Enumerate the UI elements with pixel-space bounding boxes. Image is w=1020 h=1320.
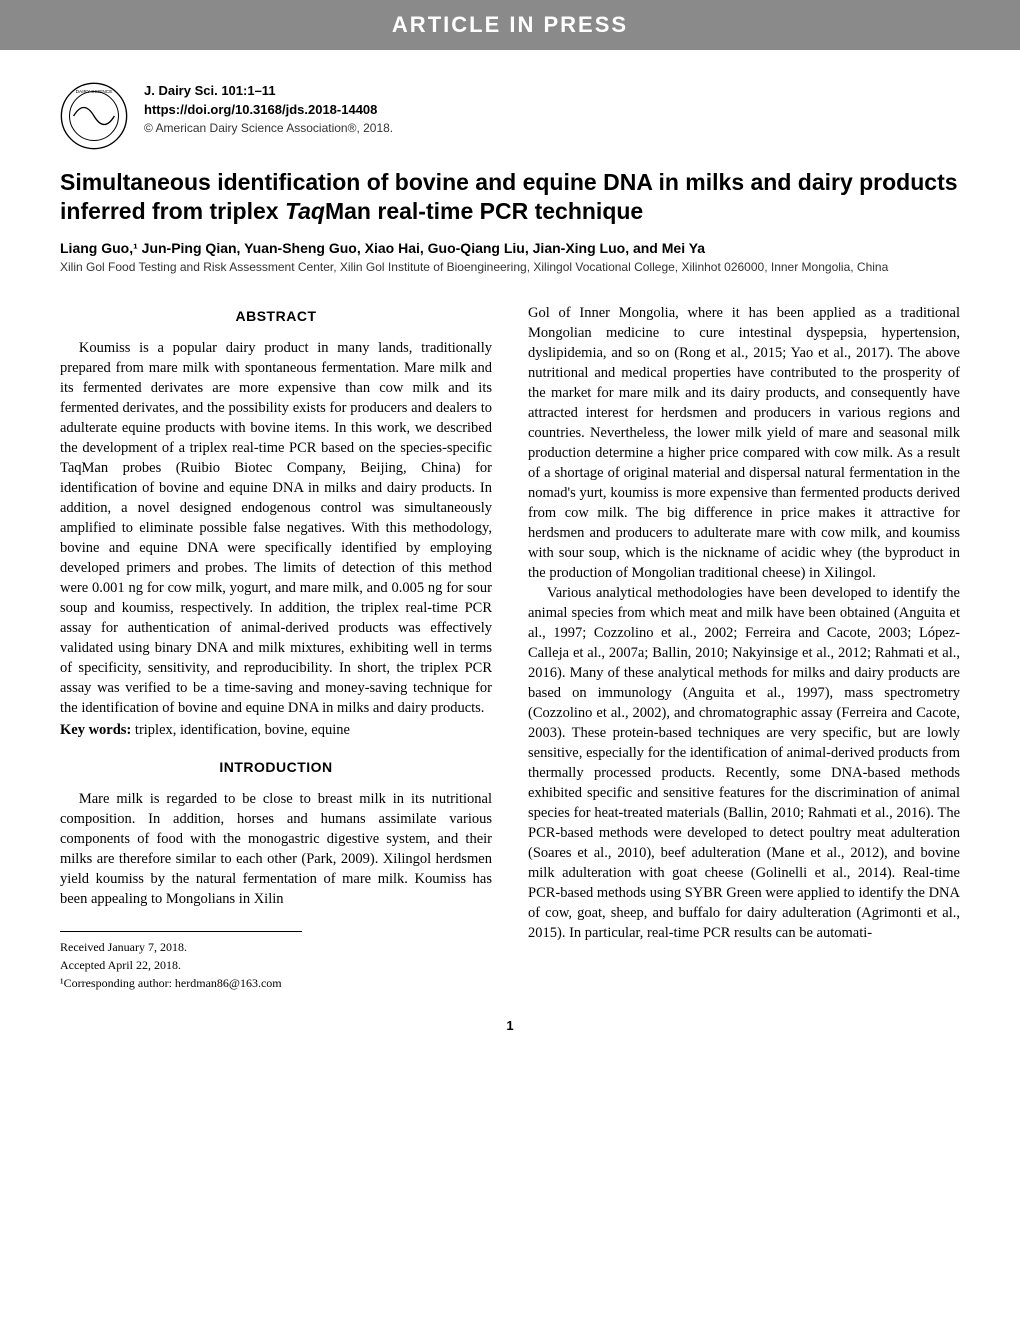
article-title: Simultaneous identification of bovine an… xyxy=(60,168,960,226)
abstract-heading: ABSTRACT xyxy=(60,307,492,326)
title-italic: Taq xyxy=(285,198,325,224)
authors-line: Liang Guo,¹ Jun-Ping Qian, Yuan-Sheng Gu… xyxy=(60,240,960,256)
page-content: DAIRY SCIENCE J. Dairy Sci. 101:1–11 htt… xyxy=(0,50,1020,1073)
footnote-accepted: Accepted April 22, 2018. xyxy=(60,956,302,974)
journal-meta: J. Dairy Sci. 101:1–11 https://doi.org/1… xyxy=(144,82,393,137)
footnote-received: Received January 7, 2018. xyxy=(60,938,302,956)
left-column: ABSTRACT Koumiss is a popular dairy prod… xyxy=(60,303,492,993)
footnotes-block: Received January 7, 2018. Accepted April… xyxy=(60,931,302,992)
journal-doi: https://doi.org/10.3168/jds.2018-14408 xyxy=(144,101,393,120)
introduction-heading: INTRODUCTION xyxy=(60,758,492,777)
article-in-press-banner: ARTICLE IN PRESS xyxy=(0,0,1020,50)
page-number: 1 xyxy=(60,1018,960,1033)
journal-label: J. Dairy Sci. 101:1–11 xyxy=(144,82,393,101)
keywords-value: triplex, identification, bovine, equine xyxy=(131,722,350,738)
two-column-body: ABSTRACT Koumiss is a popular dairy prod… xyxy=(60,303,960,993)
abstract-paragraph: Koumiss is a popular dairy product in ma… xyxy=(60,338,492,718)
svg-text:DAIRY SCIENCE: DAIRY SCIENCE xyxy=(76,89,113,95)
right-column: Gol of Inner Mongolia, where it has been… xyxy=(528,303,960,993)
intro-paragraph-1: Mare milk is regarded to be close to bre… xyxy=(60,789,492,909)
right-paragraph-1: Gol of Inner Mongolia, where it has been… xyxy=(528,303,960,583)
right-paragraph-2: Various analytical methodologies have be… xyxy=(528,583,960,943)
journal-copyright: © American Dairy Science Association®, 2… xyxy=(144,120,393,137)
keywords-line: Key words: triplex, identification, bovi… xyxy=(60,720,492,740)
keywords-label: Key words: xyxy=(60,722,131,738)
affiliation-line: Xilin Gol Food Testing and Risk Assessme… xyxy=(60,259,960,275)
journal-header: DAIRY SCIENCE J. Dairy Sci. 101:1–11 htt… xyxy=(60,82,960,150)
adsa-logo-icon: DAIRY SCIENCE xyxy=(60,82,128,150)
footnote-corresponding: ¹Corresponding author: herdman86@163.com xyxy=(60,974,302,992)
title-post: Man real-time PCR technique xyxy=(325,198,643,224)
